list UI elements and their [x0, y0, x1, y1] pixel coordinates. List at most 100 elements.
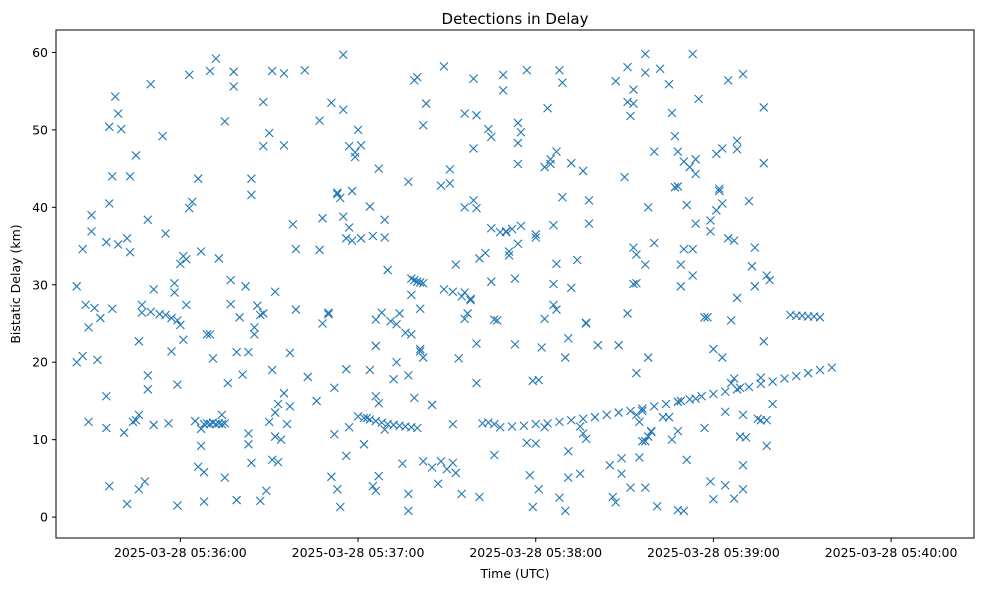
data-point	[531, 233, 541, 242]
data-point	[371, 391, 381, 401]
data-point	[412, 277, 422, 287]
data-point	[469, 74, 478, 84]
data-point	[300, 65, 310, 75]
data-point	[791, 371, 801, 381]
data-point	[691, 154, 701, 164]
data-point	[406, 329, 416, 339]
data-point	[184, 70, 194, 80]
data-point	[356, 140, 366, 150]
data-point	[258, 141, 268, 151]
data-point	[510, 274, 520, 283]
data-point	[415, 304, 425, 314]
data-point	[759, 336, 769, 346]
data-point	[125, 247, 135, 257]
data-point	[119, 428, 129, 438]
data-point	[762, 415, 772, 425]
data-point	[534, 375, 544, 385]
x-tick-label: 2025-03-28 05:36:00	[114, 545, 247, 560]
data-point	[353, 412, 363, 421]
data-point	[261, 486, 271, 496]
data-point	[327, 472, 336, 482]
data-point	[359, 413, 369, 423]
data-point	[709, 494, 718, 504]
data-point	[175, 259, 185, 269]
data-point	[537, 343, 547, 352]
data-point	[78, 244, 88, 254]
data-point	[205, 66, 215, 76]
data-point	[629, 279, 638, 289]
data-point	[312, 396, 321, 406]
data-point	[418, 278, 428, 288]
data-point	[522, 438, 532, 448]
data-point	[513, 239, 523, 249]
data-point	[637, 436, 647, 446]
data-point	[522, 65, 532, 75]
data-point	[566, 415, 576, 425]
data-point	[267, 455, 277, 465]
data-point	[483, 418, 493, 428]
data-point	[276, 435, 286, 445]
data-point	[563, 473, 573, 482]
data-point	[549, 300, 558, 310]
plot-frame	[55, 29, 975, 539]
data-point	[670, 182, 680, 192]
data-point	[421, 99, 431, 108]
data-point	[483, 124, 493, 134]
data-point	[401, 328, 410, 338]
data-point	[110, 92, 120, 101]
data-point	[531, 439, 541, 448]
data-point	[344, 223, 354, 232]
data-point	[365, 415, 375, 424]
data-point	[264, 417, 274, 427]
data-point	[418, 120, 428, 130]
data-point	[211, 54, 221, 64]
data-point	[291, 244, 301, 254]
data-point	[223, 378, 233, 388]
data-point	[578, 429, 588, 438]
x-axis-label: Time (UTC)	[479, 566, 549, 581]
data-point	[392, 357, 401, 367]
data-point	[590, 412, 600, 422]
data-point	[744, 196, 754, 206]
data-point	[623, 62, 632, 72]
data-point	[486, 223, 496, 233]
x-tick-label: 2025-03-28 05:40:00	[825, 545, 958, 560]
data-point	[685, 394, 695, 404]
data-point	[516, 127, 526, 137]
data-point	[738, 69, 748, 79]
data-point	[406, 274, 416, 283]
data-point	[649, 401, 659, 411]
data-point	[149, 420, 159, 430]
data-point	[753, 414, 763, 424]
data-point	[513, 118, 523, 128]
data-point	[318, 213, 327, 223]
data-point	[717, 199, 727, 208]
data-point	[543, 419, 552, 428]
data-point	[703, 312, 712, 322]
data-point	[87, 210, 96, 220]
y-tick-label: 10	[32, 432, 48, 447]
y-tick-label: 60	[32, 45, 48, 60]
data-point	[720, 480, 730, 490]
data-point	[107, 304, 117, 314]
data-point	[175, 320, 185, 330]
data-point	[356, 233, 366, 243]
data-point	[572, 255, 582, 265]
data-point	[134, 336, 144, 346]
data-point	[516, 221, 526, 231]
data-point	[726, 316, 736, 325]
data-point	[238, 370, 247, 379]
data-point	[540, 314, 550, 324]
data-point	[324, 308, 333, 318]
data-point	[341, 233, 351, 243]
data-point	[193, 174, 203, 184]
data-point	[685, 162, 695, 172]
data-point	[709, 389, 718, 399]
data-point	[460, 314, 470, 324]
data-point	[161, 229, 170, 239]
data-point	[214, 254, 224, 263]
data-point	[347, 236, 357, 246]
data-point	[688, 244, 698, 254]
data-point	[640, 68, 650, 77]
data-point	[332, 189, 342, 199]
